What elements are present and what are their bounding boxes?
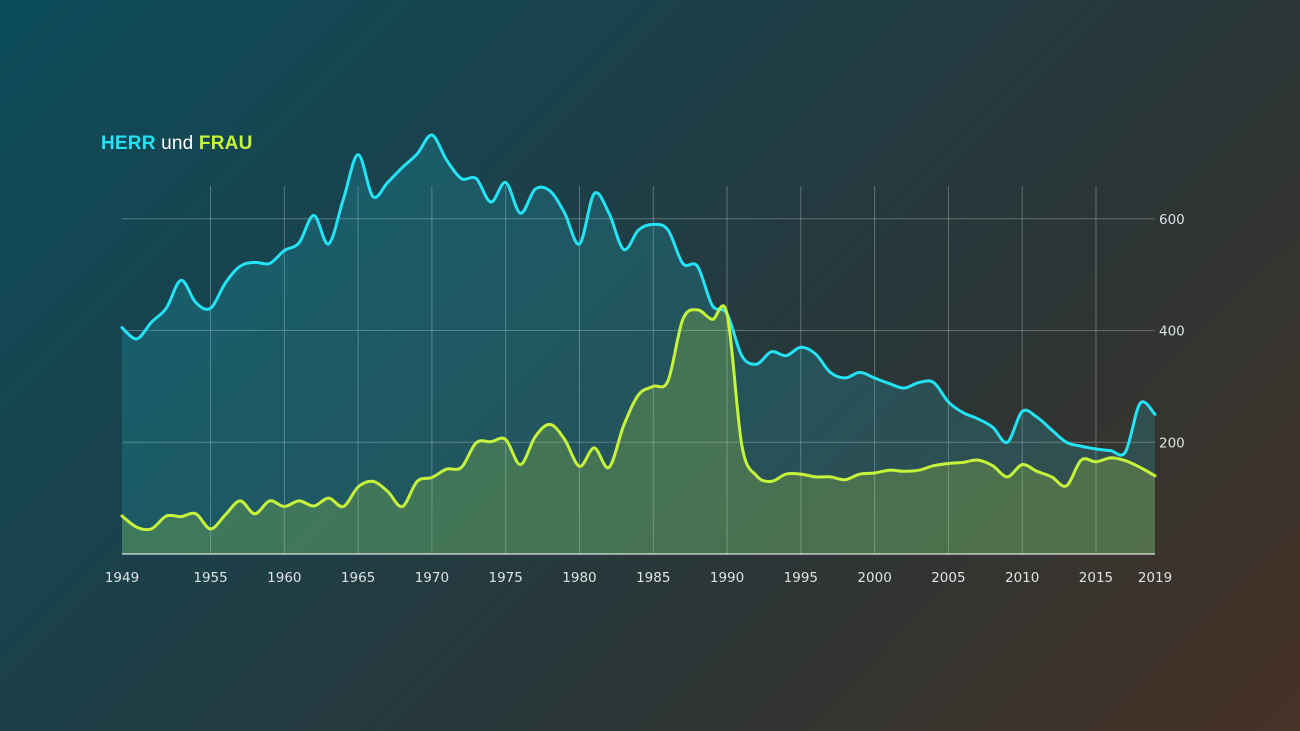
area-frau xyxy=(122,305,1155,554)
series-line-frau xyxy=(120,304,1157,532)
series-line-herr xyxy=(120,133,1157,457)
y-tick-label: 200 xyxy=(1159,435,1185,451)
chart-legend: HERR und FRAU xyxy=(101,133,253,155)
y-tick-label: 400 xyxy=(1159,324,1185,340)
x-tick-label: 2005 xyxy=(931,570,965,586)
tick-labels: 1949 1955 1960 1965 1970 1975 1980 1985 1990 1995… xyxy=(105,212,1185,586)
x-tick-label: 1955 xyxy=(193,570,227,586)
areas xyxy=(122,134,1155,554)
y-tick-label: 600 xyxy=(1159,212,1185,228)
x-tick-label: 1980 xyxy=(562,570,596,586)
x-tick-label: 1960 xyxy=(267,570,301,586)
legend-joiner: und xyxy=(161,133,194,154)
x-tick-label: 1995 xyxy=(784,570,818,586)
lines xyxy=(120,133,1157,532)
x-tick-label: 1965 xyxy=(341,570,375,586)
x-tick-label: 1975 xyxy=(489,570,523,586)
legend-frau: FRAU xyxy=(198,133,253,154)
x-tick-label: 2000 xyxy=(857,570,891,586)
x-tick-label: 2019 xyxy=(1138,570,1172,586)
legend-herr: HERR xyxy=(101,133,156,154)
area-herr xyxy=(122,134,1155,554)
x-tick-label: 2015 xyxy=(1079,570,1113,586)
x-tick-label: 2010 xyxy=(1005,570,1039,586)
x-tick-label: 1990 xyxy=(710,570,744,586)
x-tick-label: 1985 xyxy=(636,570,670,586)
x-tick-label: 1970 xyxy=(415,570,449,586)
x-tick-label: 1949 xyxy=(105,570,139,586)
grid xyxy=(122,186,1155,554)
